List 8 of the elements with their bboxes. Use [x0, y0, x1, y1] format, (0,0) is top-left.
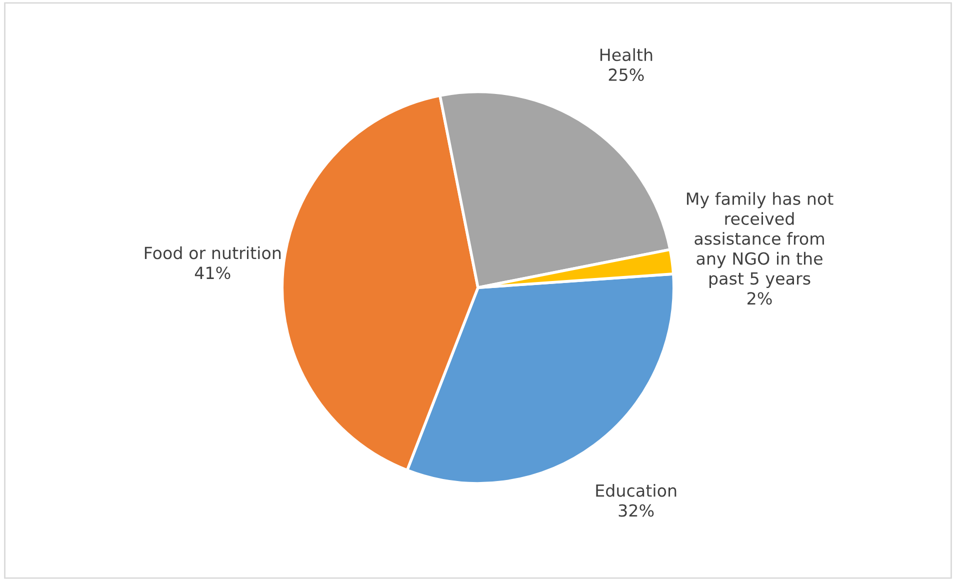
data-label: 25% — [608, 68, 644, 82]
data-label: 2% — [748, 292, 772, 305]
slice-label: My family has not received assistance from any NGO in the past 5 years — [686, 192, 834, 288]
slice-label: Health — [600, 48, 652, 62]
data-label: 32% — [618, 504, 654, 517]
slice-label: Food or nutrition — [144, 246, 281, 260]
slice-label: Education — [596, 484, 676, 497]
data-label: 41% — [194, 266, 230, 280]
